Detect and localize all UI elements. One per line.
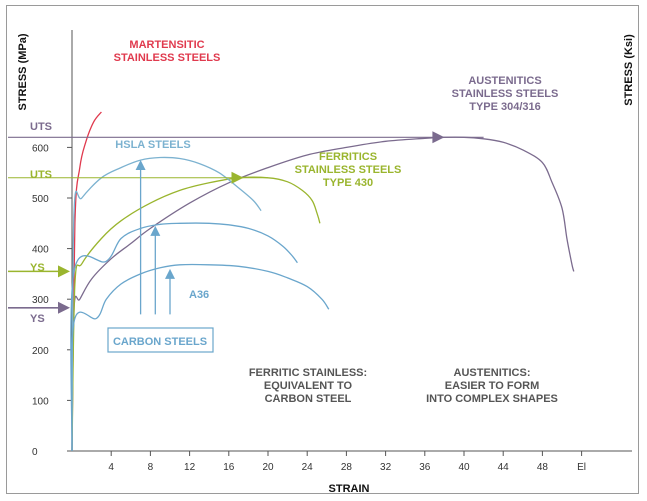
chart-frame xyxy=(6,5,639,494)
austenitic-note-line-2: EASIER TO FORM xyxy=(445,380,540,392)
x-tick-label-28: 28 xyxy=(341,462,353,473)
x-tick-label-20: 20 xyxy=(262,462,274,473)
austenitic-label-line-3: TYPE 304/316 xyxy=(469,101,541,113)
x-tick-label-8: 8 xyxy=(148,462,154,473)
ferritic-label-line-2: STAINLESS STEELS xyxy=(295,164,402,176)
curve-austenitic xyxy=(71,136,575,452)
uts-austenitic-label: UTS xyxy=(30,121,52,133)
y-tick-label-200: 200 xyxy=(32,346,49,357)
y-tick-label-0: 0 xyxy=(32,447,38,458)
ferritic-note-line-3: CARBON STEEL xyxy=(265,393,352,405)
x-tick-label-40: 40 xyxy=(458,462,470,473)
ferritic-note-line-1: FERRITIC STAINLESS: xyxy=(249,367,367,379)
y-tick-label-500: 500 xyxy=(32,194,49,205)
x-tick-label-El: El xyxy=(577,462,586,473)
y-axis-title-right: STRESS (Ksi) xyxy=(623,34,635,106)
curve-carbon_low xyxy=(70,263,330,452)
annotations xyxy=(8,131,484,353)
ferritic-label-line-3: TYPE 430 xyxy=(323,177,373,189)
chart-labels: STRAIN STRESS (MPa) STRESS (Ksi) UTS UTS YS YS… xyxy=(17,33,635,495)
austenitic-label-line-1: AUSTENITICS xyxy=(468,75,541,87)
martensitic-label-line-1: MARTENSITIC xyxy=(129,39,204,51)
x-tick-label-48: 48 xyxy=(537,462,549,473)
x-tick-label-32: 32 xyxy=(380,462,392,473)
austenitic_ys_arrow xyxy=(58,301,70,314)
austenitic-label-line-2: STAINLESS STEELS xyxy=(452,88,559,100)
y-axis-title-left: STRESS (MPa) xyxy=(17,33,29,110)
ferritic_ys_arrow xyxy=(58,265,70,278)
hsla_arrow xyxy=(135,160,146,171)
carbon_low_arrow xyxy=(165,268,175,279)
x-tick-label-12: 12 xyxy=(184,462,196,473)
carbon-steels-label: CARBON STEELS xyxy=(113,336,207,348)
ys-ferritic-label: YS xyxy=(30,262,45,274)
ys-austenitic-label: YS xyxy=(30,313,45,325)
ferritic_uts_arrow xyxy=(231,171,244,184)
x-axis-title: STRAIN xyxy=(329,483,370,495)
hsla-label: HSLA STEELS xyxy=(115,139,190,151)
x-tick-label-4: 4 xyxy=(108,462,114,473)
series-lines xyxy=(70,111,575,452)
uts-ferritic-label: UTS xyxy=(30,169,52,181)
a36-label: A36 xyxy=(189,289,209,301)
curve-hsla xyxy=(71,156,262,452)
x-tick-label-36: 36 xyxy=(419,462,431,473)
x-tick-label-16: 16 xyxy=(223,462,235,473)
carbon_mid_arrow xyxy=(150,225,161,236)
curve-carbon_high xyxy=(70,222,298,452)
y-tick-label-100: 100 xyxy=(32,396,49,407)
y-tick-label-600: 600 xyxy=(32,143,49,154)
martensitic-label-line-2: STAINLESS STEELS xyxy=(114,52,221,64)
y-tick-label-400: 400 xyxy=(32,245,49,256)
ferritic-label-line-1: FERRITICS xyxy=(319,151,377,163)
curve-martensitic xyxy=(71,111,102,452)
austenitic_uts_arrow xyxy=(432,131,445,144)
austenitic-note-line-3: INTO COMPLEX SHAPES xyxy=(426,393,558,405)
x-tick-label-24: 24 xyxy=(302,462,314,473)
carbon-steels-box xyxy=(107,327,214,353)
austenitic-note-line-1: AUSTENITICS: xyxy=(454,367,531,379)
x-tick-label-44: 44 xyxy=(498,462,510,473)
curve-ferritic xyxy=(71,176,321,452)
ferritic-note-line-2: EQUIVALENT TO xyxy=(264,380,353,392)
y-tick-label-300: 300 xyxy=(32,295,49,306)
